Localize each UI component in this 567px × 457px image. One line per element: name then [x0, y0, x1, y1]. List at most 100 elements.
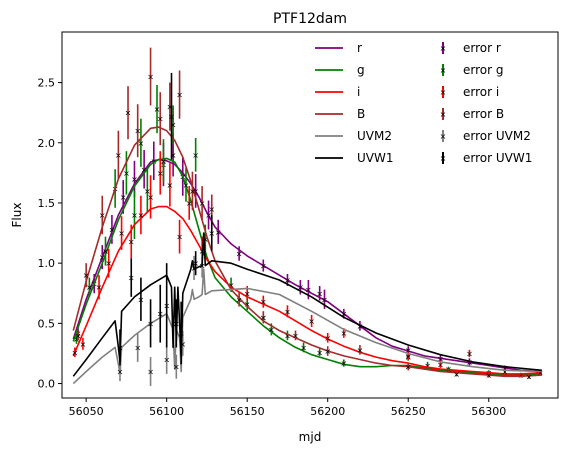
- error-point-g: ×: [123, 151, 130, 195]
- legend-errorbar-marker: ×: [440, 110, 447, 119]
- error-point-r: ×: [316, 286, 323, 301]
- error-marker-i: ×: [118, 229, 125, 238]
- legend-entry: × error g: [440, 63, 504, 77]
- y-axis-label: Flux: [10, 203, 24, 228]
- legend-label: error i: [463, 85, 499, 99]
- error-point-b: ×: [292, 330, 299, 340]
- error-marker-uvm2: ×: [173, 363, 180, 372]
- legend-label: g: [357, 63, 365, 77]
- error-marker-uvw1: ×: [168, 112, 175, 121]
- error-marker-uvm2: ×: [179, 340, 186, 349]
- error-point-uvm2: ×: [179, 331, 186, 356]
- legend-errorbar-marker: ×: [440, 88, 447, 97]
- legend-entry: × error B: [440, 107, 504, 121]
- error-marker-b: ×: [125, 109, 132, 118]
- error-marker-i: ×: [466, 349, 473, 358]
- error-point-b: ×: [526, 372, 533, 381]
- error-marker-b: ×: [99, 211, 106, 220]
- error-point-uvw1: ×: [173, 299, 180, 348]
- error-point-g: ×: [300, 342, 307, 352]
- legend-label: error UVW1: [463, 151, 532, 165]
- error-marker-g: ×: [73, 335, 80, 344]
- error-point-g: ×: [154, 84, 161, 134]
- error-marker-g: ×: [154, 105, 161, 114]
- error-point-g: ×: [86, 277, 93, 297]
- error-point-r: ×: [260, 259, 267, 272]
- error-marker-i: ×: [284, 307, 291, 316]
- legend-entry: UVM2: [315, 129, 392, 143]
- error-point-b: ×: [189, 171, 196, 211]
- y-axis: 0.0 0.5 1.0 1.5 2.0 2.5: [38, 77, 62, 391]
- error-point-b: ×: [125, 86, 132, 140]
- error-marker-uvw1: ×: [138, 295, 145, 304]
- error-point-r: ×: [192, 174, 199, 208]
- error-point-i: ×: [167, 163, 174, 207]
- error-marker-i: ×: [128, 237, 135, 246]
- x-tick-label: 56100: [149, 405, 184, 418]
- error-point-b: ×: [75, 330, 81, 340]
- error-point-b: ×: [405, 363, 412, 372]
- error-marker-i: ×: [72, 348, 79, 357]
- error-marker-uvw1: ×: [163, 301, 170, 310]
- error-point-i: ×: [260, 295, 267, 308]
- error-marker-b: ×: [134, 127, 141, 136]
- error-marker-r: ×: [340, 310, 347, 319]
- legend-label: error B: [463, 107, 504, 121]
- error-point-i: ×: [176, 219, 183, 254]
- error-marker-i: ×: [157, 169, 164, 178]
- error-point-b: ×: [236, 292, 242, 307]
- error-point-uvw1: ×: [128, 258, 135, 297]
- error-marker-g: ×: [138, 139, 145, 148]
- y-tick-label: 1.5: [38, 197, 56, 210]
- legend-entry: r: [315, 41, 362, 55]
- error-marker-b: ×: [453, 370, 460, 379]
- legend-label: UVW1: [357, 151, 394, 165]
- error-marker-r: ×: [284, 276, 291, 285]
- error-point-uvm2: ×: [163, 345, 170, 374]
- error-marker-b: ×: [485, 371, 492, 380]
- error-point-b: ×: [83, 263, 90, 288]
- error-marker-r: ×: [305, 286, 312, 295]
- series-line-r: [72, 158, 542, 373]
- legend-entry: UVW1: [315, 151, 394, 165]
- legend-label: i: [357, 85, 360, 99]
- error-point-uvw1: ×: [168, 72, 175, 160]
- error-marker-b: ×: [292, 331, 299, 340]
- error-marker-g: ×: [131, 211, 138, 220]
- error-point-i: ×: [105, 248, 112, 278]
- error-point-uvw1: ×: [192, 251, 199, 276]
- error-point-i: ×: [80, 337, 86, 350]
- error-point-b: ×: [167, 82, 173, 131]
- error-marker-g: ×: [183, 181, 190, 190]
- error-marker-uvw1: ×: [147, 319, 154, 328]
- error-marker-b: ×: [405, 363, 412, 372]
- error-marker-i: ×: [340, 329, 347, 338]
- error-marker-uvm2: ×: [134, 343, 141, 352]
- series-line-b: [72, 126, 542, 378]
- error-marker-uvw1: ×: [128, 274, 135, 283]
- x-axis: 56050 56100 56150 56200 56250 56300: [69, 398, 506, 418]
- error-marker-g: ×: [424, 361, 431, 370]
- error-point-g: ×: [340, 359, 347, 368]
- error-marker-r: ×: [141, 165, 148, 174]
- x-axis-label: mjd: [299, 430, 322, 444]
- error-point-g: ×: [316, 348, 323, 357]
- legend-entry: × error r: [440, 41, 501, 55]
- error-marker-g: ×: [102, 247, 109, 256]
- error-point-b: ×: [485, 371, 492, 380]
- error-marker-r: ×: [99, 253, 106, 262]
- error-point-i: ×: [118, 216, 125, 250]
- error-point-uvw1: ×: [138, 277, 145, 321]
- error-marker-b: ×: [526, 372, 533, 381]
- error-marker-uvm2: ×: [163, 355, 170, 364]
- error-marker-b: ×: [189, 187, 196, 196]
- error-point-g: ×: [131, 190, 138, 240]
- x-tick-label: 56300: [471, 405, 506, 418]
- error-point-g: ×: [102, 236, 109, 266]
- error-marker-i: ×: [167, 181, 174, 190]
- error-point-b: ×: [199, 186, 205, 220]
- error-marker-b: ×: [147, 73, 154, 82]
- error-marker-b: ×: [83, 271, 90, 280]
